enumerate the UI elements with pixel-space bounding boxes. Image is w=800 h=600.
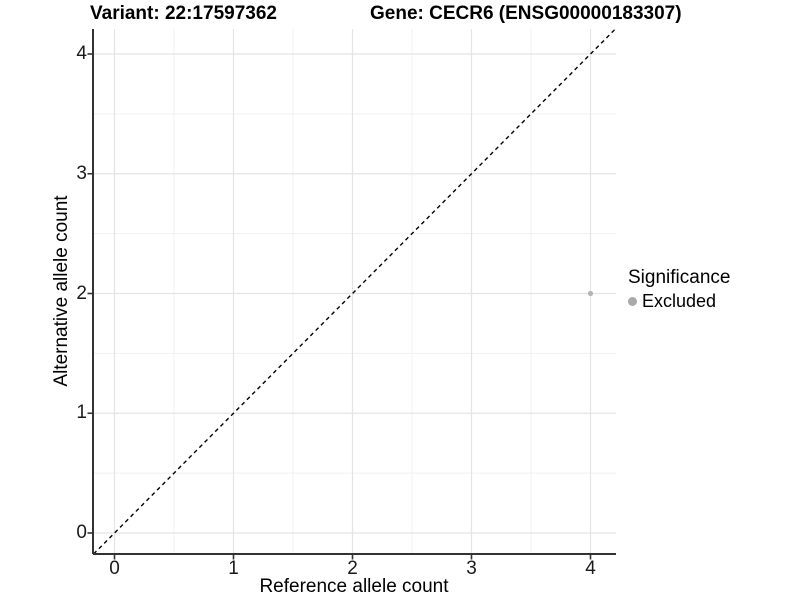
identity-line (93, 28, 616, 555)
y-tick-label: 4 (76, 43, 87, 64)
x-tick-label: 3 (466, 558, 477, 579)
y-tick-label: 1 (76, 402, 87, 424)
legend: Significance Excluded (628, 266, 730, 312)
x-tick-label: 4 (585, 558, 596, 579)
legend-item-excluded: Excluded (628, 290, 730, 312)
y-tick-label: 3 (76, 162, 87, 184)
legend-title: Significance (628, 267, 731, 288)
plot-title-gene: Gene: CECR6 (ENSG00000183307) (370, 3, 682, 24)
legend-item-label: Excluded (642, 291, 717, 311)
plot-title-variant: Variant: 22:17597362 (90, 3, 277, 24)
data-point (587, 290, 594, 297)
x-axis-title: Reference allele count (259, 576, 449, 597)
y-tick-label: 2 (76, 282, 87, 304)
y-tick-label: 0 (76, 522, 87, 543)
x-tick-label: 0 (109, 558, 120, 579)
legend-point-icon (628, 296, 637, 306)
x-tick-label: 1 (228, 558, 239, 579)
x-tick-label: 2 (347, 558, 358, 579)
